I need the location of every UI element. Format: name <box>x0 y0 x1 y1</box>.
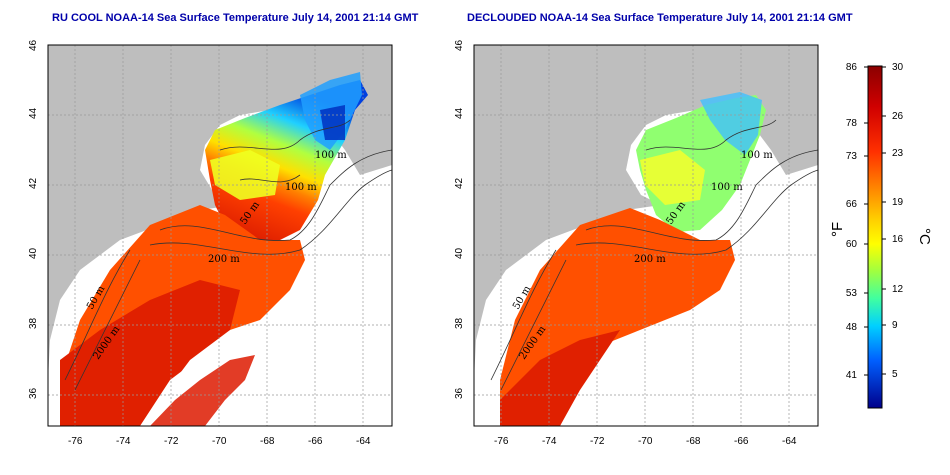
fahrenheit-tick: 48 <box>846 322 858 333</box>
celsius-tick: 16 <box>892 234 904 245</box>
right-cold-water-patch <box>700 92 762 155</box>
right-x-tick: -68 <box>686 436 701 447</box>
left-map-title: RU COOL NOAA-14 Sea Surface Temperature … <box>52 12 419 24</box>
celsius-tick: 30 <box>892 62 904 73</box>
right-contour-label-1: 100 m <box>741 150 773 161</box>
right-x-tick: -74 <box>542 436 557 447</box>
left-grid <box>48 45 392 426</box>
right-map-title: DECLOUDED NOAA-14 Sea Surface Temperatur… <box>467 12 853 24</box>
left-warm-streak <box>150 355 255 426</box>
colorbar-fahrenheit-ticks: 86 78 73 66 60 53 48 41 <box>846 62 858 381</box>
colorbar-tick-marks <box>864 66 886 376</box>
celsius-unit-label: °C <box>916 228 933 245</box>
right-x-tick: -70 <box>638 436 653 447</box>
right-bathymetry-contours <box>490 119 819 391</box>
fahrenheit-tick: 66 <box>846 199 858 210</box>
celsius-tick: 23 <box>892 148 904 159</box>
right-cloud-area <box>560 260 770 426</box>
left-land-mass <box>48 45 392 380</box>
right-grid <box>474 45 818 426</box>
right-y-tick: 40 <box>454 247 465 259</box>
left-y-tick: 46 <box>28 39 39 51</box>
left-y-tick: 42 <box>28 177 39 189</box>
right-land-mass <box>474 45 818 380</box>
fahrenheit-unit-label: °F <box>829 222 846 237</box>
right-y-tick: 36 <box>454 387 465 399</box>
left-contour-label-2: 100 m <box>285 182 317 193</box>
fahrenheit-tick: 53 <box>846 288 858 299</box>
fahrenheit-tick: 41 <box>846 370 858 381</box>
colorbar: 86 78 73 66 60 53 48 41 30 26 23 19 16 1… <box>829 62 933 409</box>
left-x-tick: -70 <box>212 436 227 447</box>
left-x-tick: -66 <box>308 436 323 447</box>
colorbar-celsius-ticks: 30 26 23 19 16 12 9 5 <box>892 62 904 380</box>
celsius-tick: 5 <box>892 369 898 380</box>
left-contour-label-1: 100 m <box>315 150 347 161</box>
left-y-tick: 38 <box>28 317 39 329</box>
right-x-axis: -76 -74 -72 -70 -68 -66 -64 <box>494 436 797 447</box>
right-y-tick: 46 <box>454 39 465 51</box>
right-x-tick: -64 <box>782 436 797 447</box>
right-x-tick: -76 <box>494 436 509 447</box>
celsius-tick: 26 <box>892 111 904 122</box>
celsius-tick: 19 <box>892 197 904 208</box>
left-cloud-area <box>140 260 340 426</box>
left-y-tick: 40 <box>28 247 39 259</box>
right-y-axis: 36 38 40 42 44 46 <box>454 39 465 399</box>
left-x-axis: -76 -74 -72 -70 -68 -66 -64 <box>68 436 371 447</box>
left-y-tick: 36 <box>28 387 39 399</box>
celsius-tick: 9 <box>892 320 898 331</box>
right-y-tick: 38 <box>454 317 465 329</box>
fahrenheit-tick: 73 <box>846 151 858 162</box>
fahrenheit-tick: 86 <box>846 62 858 73</box>
left-x-tick: -76 <box>68 436 83 447</box>
right-contour-label-2: 100 m <box>711 182 743 193</box>
left-bathymetry-contours <box>64 119 393 391</box>
left-coldest-patch <box>320 105 345 140</box>
right-y-tick: 42 <box>454 177 465 189</box>
left-contour-label-4: 200 m <box>208 254 240 265</box>
right-gulf-stream-sst <box>500 330 620 426</box>
left-x-tick: -68 <box>260 436 275 447</box>
right-contour-label-4: 200 m <box>634 254 666 265</box>
left-y-axis: 36 38 40 42 44 46 <box>28 39 39 399</box>
left-x-tick: -72 <box>164 436 179 447</box>
right-x-tick: -66 <box>734 436 749 447</box>
fahrenheit-tick: 78 <box>846 118 858 129</box>
right-map: 100 m 100 m 50 m 200 m 50 m 2000 m -76 -… <box>454 39 819 447</box>
left-warm-bank-patch <box>210 150 280 200</box>
colorbar-gradient <box>867 65 883 409</box>
celsius-tick: 12 <box>892 284 904 295</box>
right-warm-bank-patch <box>640 150 705 205</box>
left-x-tick: -74 <box>116 436 131 447</box>
left-gulf-stream-sst <box>60 280 240 426</box>
left-y-tick: 44 <box>28 107 39 119</box>
fahrenheit-tick: 60 <box>846 239 858 250</box>
right-y-tick: 44 <box>454 107 465 119</box>
right-x-tick: -72 <box>590 436 605 447</box>
left-x-tick: -64 <box>356 436 371 447</box>
left-map: 100 m 100 m 50 m 200 m 50 m 2000 m -76 -… <box>28 39 393 447</box>
